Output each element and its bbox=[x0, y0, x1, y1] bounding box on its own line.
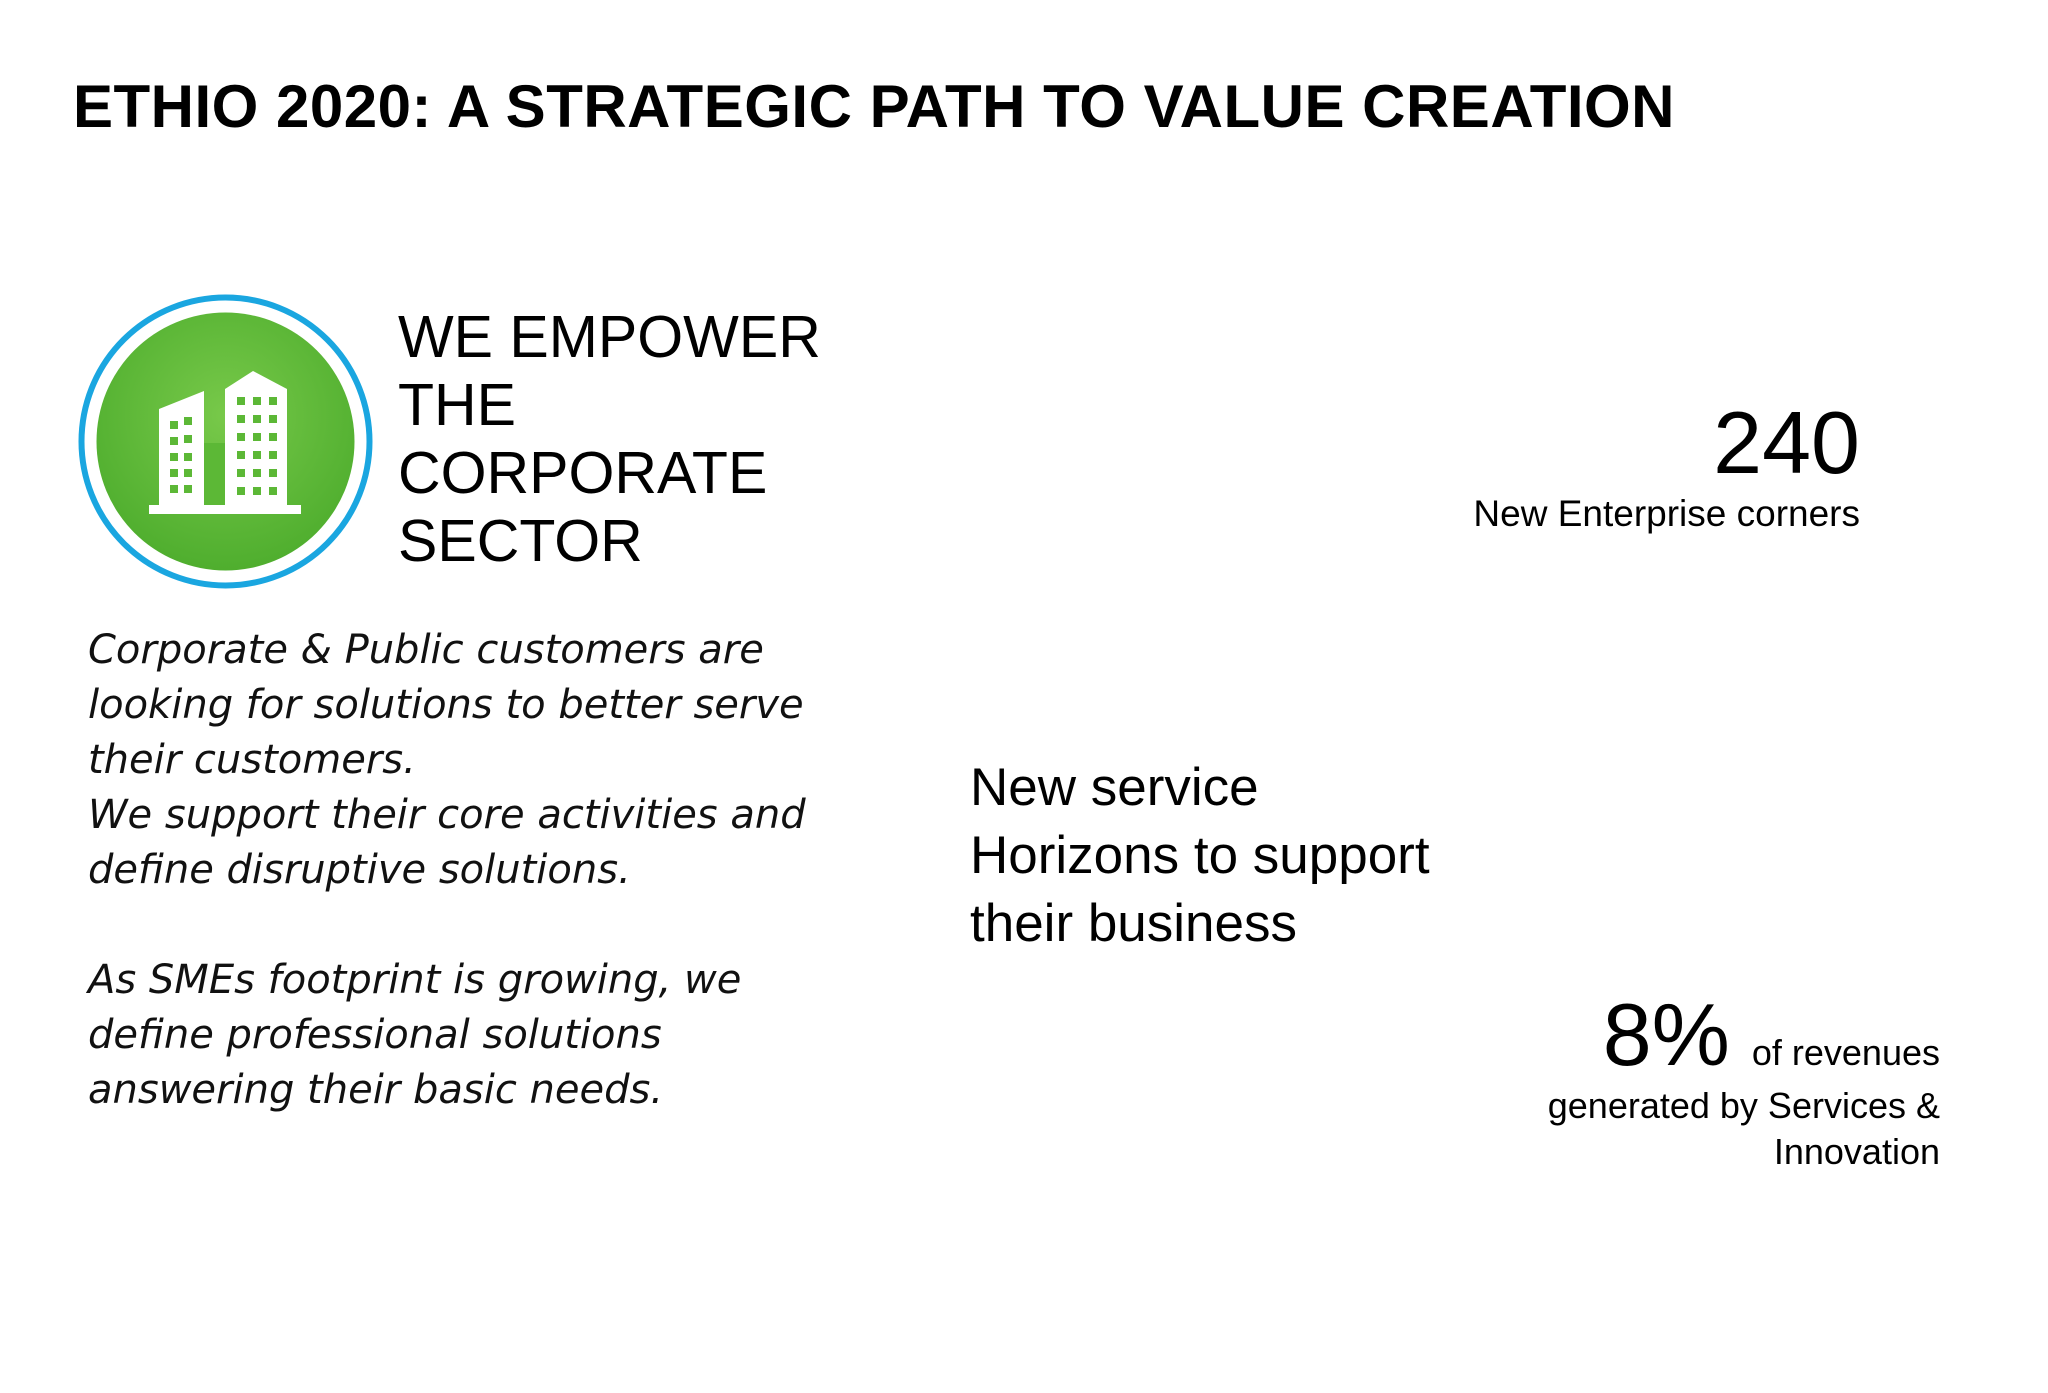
revenue-stat: 8% of revenues generated by Services & In… bbox=[1420, 987, 1940, 1175]
slide-title: ETHIO 2020: A STRATEGIC PATH TO VALUE CR… bbox=[73, 73, 1676, 140]
enterprise-stat: 240 New Enterprise corners bbox=[1473, 398, 1860, 536]
enterprise-stat-value: 240 bbox=[1713, 393, 1860, 492]
enterprise-stat-label: New Enterprise corners bbox=[1473, 493, 1860, 534]
revenue-stat-value: 8% bbox=[1602, 985, 1730, 1084]
service-horizons-text: New service Horizons to support their bu… bbox=[970, 758, 1430, 953]
revenue-stat-suffix: of revenues bbox=[1751, 1032, 1940, 1073]
description-paragraph-1: Corporate & Public customers are looking… bbox=[88, 627, 806, 893]
corporate-buildings-icon bbox=[77, 293, 374, 590]
revenue-stat-label: generated by Services & Innovation bbox=[1547, 1085, 1940, 1172]
description-paragraph-2: As SMEs footprint is growing, we define … bbox=[88, 957, 742, 1113]
description: Corporate & Public customers are looking… bbox=[88, 623, 908, 1118]
headline: WE EMPOWER THE CORPORATE SECTOR bbox=[398, 304, 821, 574]
